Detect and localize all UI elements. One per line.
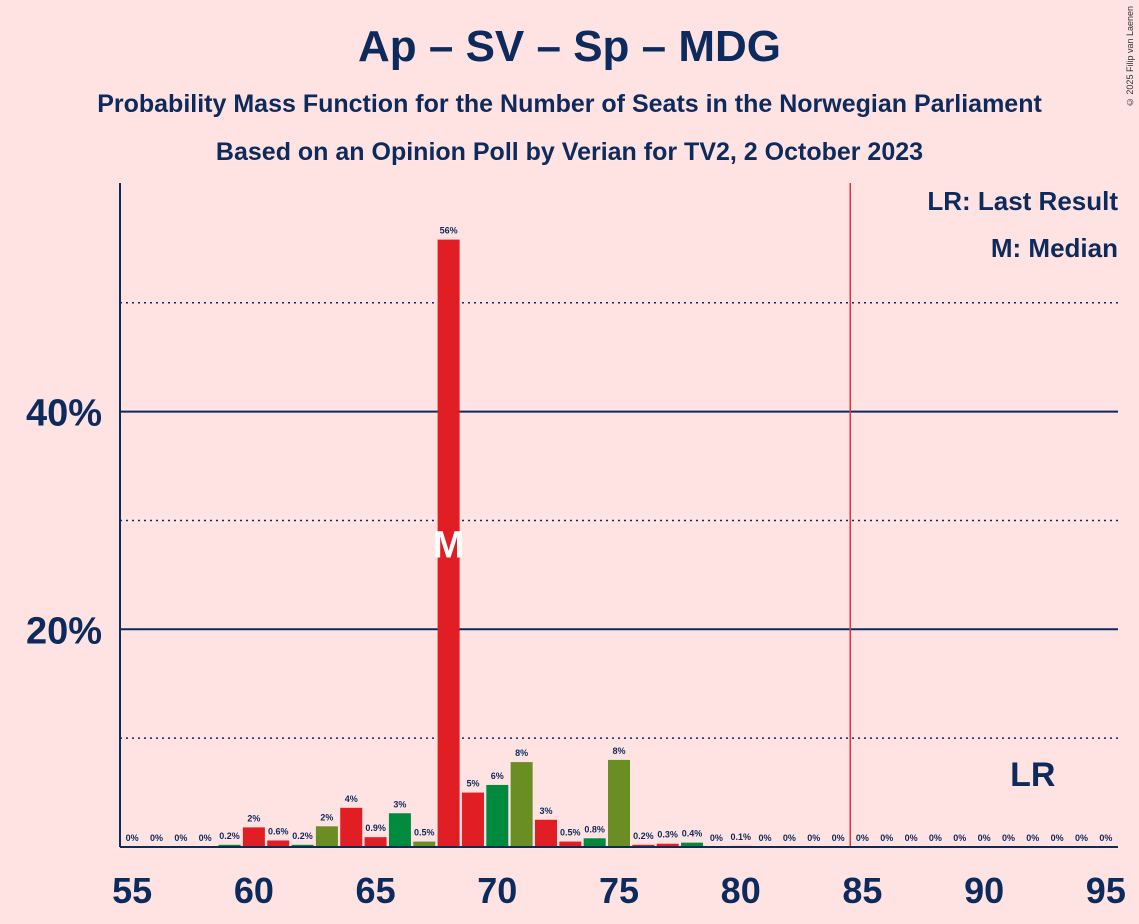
bar-value-label: 0% bbox=[1099, 833, 1112, 843]
bar-value-label: 0% bbox=[880, 833, 893, 843]
bar-value-label: 4% bbox=[345, 794, 358, 804]
bar-value-label: 2% bbox=[320, 812, 333, 822]
x-tick-label: 60 bbox=[234, 870, 274, 911]
bar-value-label: 0.4% bbox=[682, 829, 703, 839]
bar bbox=[510, 762, 533, 847]
bar bbox=[242, 827, 265, 847]
bar-value-label: 0% bbox=[1002, 833, 1015, 843]
x-tick-label: 95 bbox=[1086, 870, 1126, 911]
bar-value-label: 0.1% bbox=[730, 832, 751, 842]
bar-value-label: 0% bbox=[807, 833, 820, 843]
bar bbox=[583, 838, 606, 847]
bar-value-label: 0% bbox=[1051, 833, 1064, 843]
chart-subtitle: Probability Mass Function for the Number… bbox=[97, 90, 1042, 118]
bar-value-label: 0% bbox=[126, 833, 139, 843]
y-tick-label: 20% bbox=[26, 610, 102, 652]
bar-value-label: 0.6% bbox=[268, 826, 289, 836]
bar-value-label: 0.8% bbox=[584, 824, 605, 834]
bar-value-label: 0.2% bbox=[292, 831, 313, 841]
bar bbox=[340, 807, 363, 847]
bar bbox=[218, 844, 241, 847]
x-tick-label: 55 bbox=[112, 870, 152, 911]
legend-last-result: LR: Last Result bbox=[927, 186, 1118, 216]
bar-value-label: 2% bbox=[247, 813, 260, 823]
bar-value-label: 0% bbox=[759, 833, 772, 843]
bar bbox=[486, 784, 509, 847]
bar-value-label: 0% bbox=[174, 833, 187, 843]
median-marker: M bbox=[433, 524, 465, 566]
bar-value-label: 0% bbox=[929, 833, 942, 843]
x-tick-label: 65 bbox=[356, 870, 396, 911]
bar-value-label: 0% bbox=[978, 833, 991, 843]
bar-value-label: 0% bbox=[783, 833, 796, 843]
bar bbox=[413, 841, 436, 847]
x-tick-label: 70 bbox=[477, 870, 517, 911]
bar-value-label: 0% bbox=[953, 833, 966, 843]
bar-value-label: 0.2% bbox=[219, 831, 240, 841]
bar-value-label: 0% bbox=[1026, 833, 1039, 843]
bar bbox=[656, 843, 679, 847]
bar bbox=[267, 840, 290, 847]
x-tick-label: 75 bbox=[599, 870, 639, 911]
bar bbox=[559, 841, 582, 847]
bar-value-label: 3% bbox=[393, 799, 406, 809]
bar bbox=[681, 842, 704, 847]
legend-median: M: Median bbox=[991, 233, 1118, 263]
bar-value-label: 8% bbox=[515, 748, 528, 758]
bar-value-label: 0% bbox=[199, 833, 212, 843]
bar-value-label: 0% bbox=[1075, 833, 1088, 843]
bar bbox=[364, 837, 387, 847]
bar-value-label: 5% bbox=[466, 779, 479, 789]
bar bbox=[437, 239, 460, 847]
bar-value-label: 6% bbox=[491, 771, 504, 781]
bar-value-label: 0.5% bbox=[560, 828, 581, 838]
bar-value-label: 0% bbox=[856, 833, 869, 843]
bar bbox=[388, 813, 411, 847]
x-tick-label: 85 bbox=[842, 870, 882, 911]
bar bbox=[534, 819, 557, 847]
chart-subtitle-source: Based on an Opinion Poll by Verian for T… bbox=[215, 138, 924, 166]
bar-value-label: 0% bbox=[832, 833, 845, 843]
bar-value-label: 56% bbox=[440, 226, 458, 236]
bar-value-label: 0% bbox=[150, 833, 163, 843]
x-tick-label: 90 bbox=[964, 870, 1004, 911]
y-tick-label: 40% bbox=[26, 393, 102, 435]
bar bbox=[291, 844, 314, 847]
bar-value-label: 0.3% bbox=[657, 830, 678, 840]
bar-value-label: 0.2% bbox=[633, 831, 654, 841]
bar bbox=[315, 826, 338, 847]
bar-value-label: 8% bbox=[612, 746, 625, 756]
bar-value-label: 3% bbox=[539, 806, 552, 816]
bar bbox=[632, 844, 655, 847]
bar bbox=[461, 792, 484, 847]
bar-value-label: 0% bbox=[905, 833, 918, 843]
bar-value-label: 0.9% bbox=[365, 823, 386, 833]
bar-value-label: 0% bbox=[710, 833, 723, 843]
chart-title: Ap – SV – Sp – MDG bbox=[358, 22, 781, 71]
x-tick-label: 80 bbox=[721, 870, 761, 911]
bar-value-label: 0.5% bbox=[414, 828, 435, 838]
last-result-marker: LR bbox=[1010, 756, 1055, 794]
bar bbox=[608, 759, 630, 847]
